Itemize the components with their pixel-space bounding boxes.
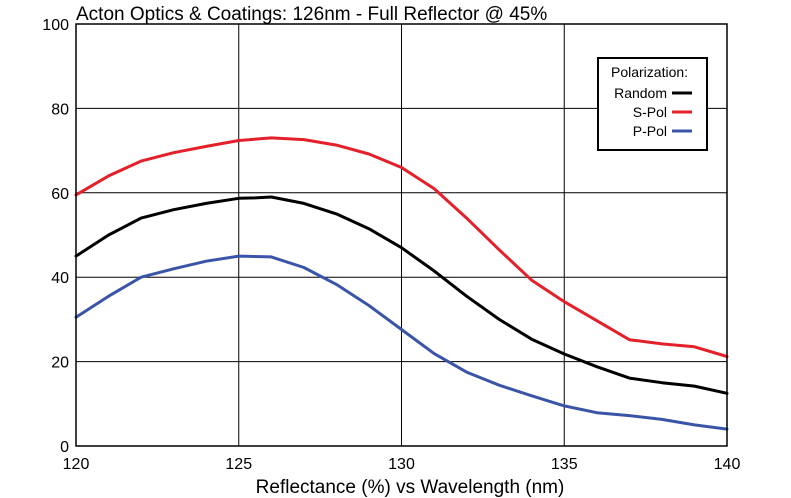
tick-labels: 120 125 130 135 140 0 20 40 60 80 100 [42,17,740,473]
y-tick-label: 100 [42,17,69,34]
x-tick-label: 120 [63,456,90,473]
y-tick-label: 0 [60,439,69,456]
series-layer [74,136,729,431]
x-tick-label: 130 [388,456,415,473]
y-tick-label: 20 [51,355,69,372]
x-tick-label: 125 [225,456,252,473]
legend-box [597,57,708,151]
y-tick-label: 60 [51,186,69,203]
x-tick-label: 135 [551,456,578,473]
legend-title: Polarization: [611,64,688,80]
chart-title: Acton Optics & Coatings: 126nm - Full Re… [76,4,547,25]
series-line-p-pol [74,254,729,431]
y-tick-label: 80 [51,101,69,118]
x-tick-label: 140 [714,456,741,473]
series-line-s-pol [74,136,729,358]
series-line-random [74,195,729,395]
legend: Polarization: Random S-Pol P-Pol [597,57,708,151]
plot-frame [75,23,728,447]
y-tick-label: 40 [51,270,69,287]
legend-label: Random [614,85,667,101]
legend-label: S-Pol [633,104,667,120]
legend-label: P-Pol [633,123,667,139]
x-axis-label: Reflectance (%) vs Wavelength (nm) [256,477,565,498]
